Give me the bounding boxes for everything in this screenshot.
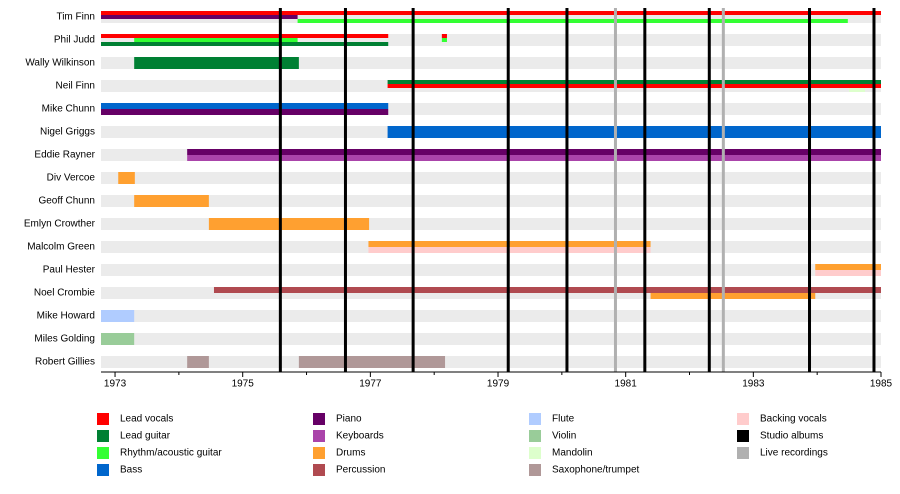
legend-label: Saxophone/trumpet <box>552 465 640 476</box>
membership-bar <box>441 38 447 42</box>
legend-swatch <box>529 413 541 425</box>
legend-swatch <box>313 464 325 476</box>
member-label: Paul Hester <box>43 265 96 276</box>
member-label: Eddie Rayner <box>34 150 95 161</box>
row-band <box>101 172 881 184</box>
x-tick-label: 1985 <box>870 379 893 390</box>
x-tick-label: 1973 <box>104 379 127 390</box>
legend-swatch <box>97 464 109 476</box>
legend-label: Drums <box>336 448 365 459</box>
legend-swatch <box>529 447 541 459</box>
row-band <box>101 310 881 322</box>
member-label: Emlyn Crowther <box>24 219 96 230</box>
legend-label: Backing vocals <box>760 414 827 425</box>
membership-bar <box>101 109 389 115</box>
membership-bar <box>650 293 816 299</box>
legend-swatch <box>737 413 749 425</box>
membership-bar <box>101 34 389 38</box>
x-tick-label: 1981 <box>615 379 638 390</box>
legend-swatch <box>97 430 109 442</box>
legend-swatch <box>737 430 749 442</box>
membership-bar <box>118 172 135 184</box>
membership-bar <box>297 19 848 23</box>
member-label: Geoff Chunn <box>38 196 95 207</box>
member-label: Nigel Griggs <box>40 127 95 138</box>
membership-bar <box>101 15 298 19</box>
membership-bar <box>387 126 881 138</box>
x-tick-label: 1977 <box>359 379 382 390</box>
x-tick-label: 1983 <box>742 379 765 390</box>
membership-bar <box>101 103 389 109</box>
membership-bar <box>441 34 447 38</box>
legend-swatch <box>737 447 749 459</box>
member-label: Noel Crombie <box>34 288 96 299</box>
legend-swatch <box>529 430 541 442</box>
legend-label: Lead vocals <box>120 414 173 425</box>
legend-label: Keyboards <box>336 431 384 442</box>
legend-label: Piano <box>336 414 362 425</box>
legend-swatch <box>313 447 325 459</box>
member-label: Miles Golding <box>34 334 95 345</box>
membership-bar <box>187 356 209 368</box>
legend-swatch <box>97 413 109 425</box>
membership-bar <box>298 356 446 368</box>
membership-bar <box>815 270 881 276</box>
legend-label: Mandolin <box>552 448 593 459</box>
membership-bar <box>213 287 881 293</box>
legend-label: Rhythm/acoustic guitar <box>120 448 222 459</box>
legend-label: Violin <box>552 431 576 442</box>
member-label: Tim Finn <box>56 12 95 23</box>
member-label: Mike Howard <box>37 311 95 322</box>
legend-label: Percussion <box>336 465 385 476</box>
member-label: Mike Chunn <box>42 104 95 115</box>
membership-bar <box>387 84 881 88</box>
membership-bar <box>101 310 135 322</box>
legend-label: Flute <box>552 414 575 425</box>
x-tick-label: 1979 <box>487 379 510 390</box>
member-label: Wally Wilkinson <box>25 58 95 69</box>
legend-swatch <box>529 464 541 476</box>
membership-bar <box>134 57 299 69</box>
member-label: Malcolm Green <box>27 242 95 253</box>
membership-bar <box>387 80 881 84</box>
legend-label: Bass <box>120 465 142 476</box>
row-band <box>101 264 881 276</box>
legend-swatch <box>97 447 109 459</box>
membership-bar <box>101 11 881 15</box>
membership-bar <box>101 42 389 46</box>
legend-label: Lead guitar <box>120 431 171 442</box>
member-label: Neil Finn <box>56 81 95 92</box>
member-label: Robert Gillies <box>35 357 95 368</box>
membership-bar <box>134 195 209 207</box>
membership-bar <box>815 264 881 270</box>
row-band <box>101 333 881 345</box>
membership-bar <box>187 149 881 155</box>
membership-bar <box>101 333 135 345</box>
legend-label: Live recordings <box>760 448 828 459</box>
membership-bar <box>187 155 881 161</box>
membership-bar <box>134 38 298 42</box>
member-label: Phil Judd <box>54 35 95 46</box>
row-band <box>101 195 881 207</box>
membership-bar <box>849 88 866 92</box>
legend-swatch <box>313 413 325 425</box>
row-band <box>101 356 881 368</box>
legend-swatch <box>313 430 325 442</box>
x-tick-label: 1975 <box>232 379 255 390</box>
membership-bar <box>208 218 370 230</box>
member-label: Div Vercoe <box>47 173 96 184</box>
legend-label: Studio albums <box>760 431 823 442</box>
